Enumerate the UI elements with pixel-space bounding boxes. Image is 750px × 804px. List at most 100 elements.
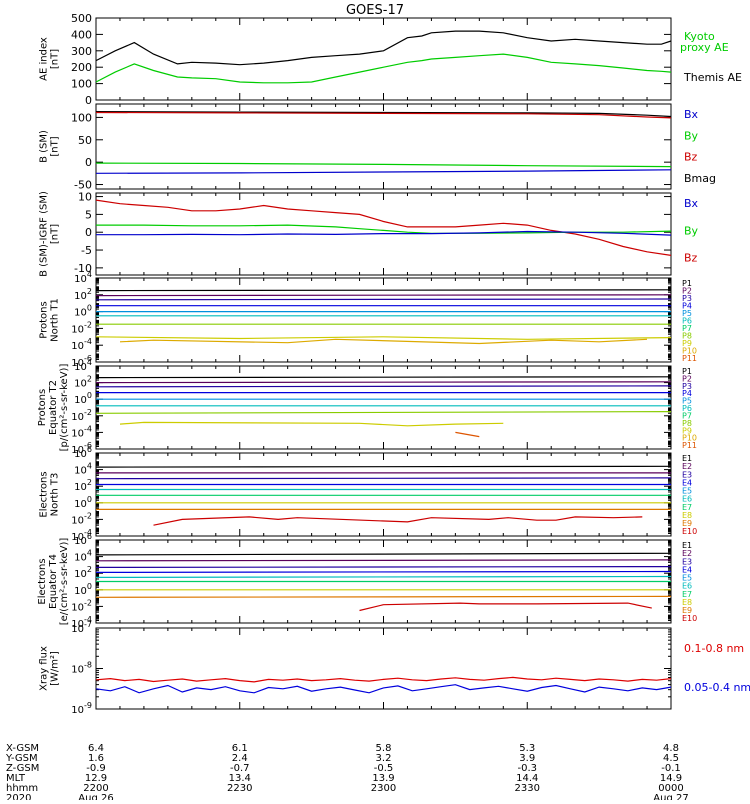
legend-item: Themis AE xyxy=(683,71,742,84)
y-axis-label: North T3 xyxy=(50,473,61,517)
series-line-bx xyxy=(96,232,671,236)
y-tick-label: 400 xyxy=(71,28,92,41)
plot-frame xyxy=(96,366,671,449)
plot-frame xyxy=(96,628,671,709)
y-tick-label: 0 xyxy=(85,226,92,239)
y-axis-label: AE index xyxy=(39,37,50,81)
series-line-p1 xyxy=(96,377,671,378)
y-tick-label: 0 xyxy=(85,94,92,107)
legend-item: Bx xyxy=(684,108,699,121)
x-axis-row-label: 2020 xyxy=(6,793,31,800)
y-axis-label: B (SM)-IGRF (SM) xyxy=(39,191,50,277)
y-tick-label: 104 xyxy=(74,462,92,477)
y-tick-label: 10-8 xyxy=(71,661,92,676)
y-tick-label: 10-2 xyxy=(71,320,92,335)
series-line-p3 xyxy=(96,386,671,387)
y-tick-label: 0 xyxy=(85,156,92,169)
y-tick-label: 102 xyxy=(74,375,92,390)
series-line-p3 xyxy=(96,299,671,300)
y-axis-label: Xray flux xyxy=(39,646,50,691)
legend-item: E10 xyxy=(682,614,697,623)
plot-frame xyxy=(96,104,671,189)
plot-frame xyxy=(96,453,671,536)
legend-item: P11 xyxy=(682,354,697,363)
y-axis-label: Electrons xyxy=(39,471,50,517)
y-tick-label: 102 xyxy=(74,478,92,493)
series-line-p1 xyxy=(96,290,671,291)
y-tick-label: 102 xyxy=(74,287,92,302)
y-tick-label: 200 xyxy=(71,61,92,74)
series-line-p9 xyxy=(455,432,479,436)
legend-item: Bx xyxy=(684,197,699,210)
series-line-0-05-0-4-nm xyxy=(96,685,671,693)
y-axis-label: [nT] xyxy=(50,224,61,244)
legend-item: 0.05-0.4 nm xyxy=(684,681,750,694)
series-line-e3 xyxy=(96,567,671,568)
series-line-p2 xyxy=(96,382,671,383)
series-line-e3 xyxy=(96,478,671,479)
legend-item: proxy AE xyxy=(680,41,729,54)
legend-item: 0.1-0.8 nm xyxy=(684,642,744,655)
series-line-themis-ae xyxy=(96,31,671,65)
y-tick-label: -50 xyxy=(74,179,92,192)
y-tick-label: 10-2 xyxy=(71,598,92,613)
y-axis-label: [W/m²] xyxy=(50,651,61,686)
y-tick-label: 104 xyxy=(74,549,92,564)
y-tick-label: 10 xyxy=(78,191,92,204)
y-tick-label: 100 xyxy=(74,582,92,597)
y-tick-label: 10-2 xyxy=(71,511,92,526)
legend-item: E10 xyxy=(682,527,697,536)
y-tick-label: 100 xyxy=(74,495,92,510)
legend-item: By xyxy=(684,129,699,142)
y-axis-label: [nT] xyxy=(50,49,61,69)
x-axis-value: Aug 27 xyxy=(653,793,688,800)
y-tick-label: 100 xyxy=(71,111,92,124)
y-axis-label: Protons xyxy=(39,301,50,338)
legend-item: Bz xyxy=(684,252,698,265)
y-axis-label: North T1 xyxy=(50,298,61,342)
y-axis-label: [e/(cm²-s-sr-keV)] xyxy=(59,538,70,626)
series-line-e4 xyxy=(96,572,671,573)
legend-item: Bz xyxy=(684,151,698,164)
x-axis-value: 2230 xyxy=(227,783,252,794)
legend-item: Bmag xyxy=(684,172,716,185)
legend-item: P11 xyxy=(682,441,697,450)
x-axis-value: 2300 xyxy=(371,783,396,794)
figure-title: GOES-17 xyxy=(346,3,404,18)
y-tick-label: 50 xyxy=(78,134,92,147)
y-tick-label: 100 xyxy=(71,78,92,91)
legend-item: By xyxy=(684,224,699,237)
y-tick-label: 10-4 xyxy=(71,424,92,439)
y-tick-label: -5 xyxy=(81,244,92,257)
y-axis-label: Equator T2 xyxy=(48,380,59,435)
series-line-e1 xyxy=(96,553,671,555)
y-tick-label: 5 xyxy=(85,208,92,221)
series-line-p8 xyxy=(120,422,503,425)
x-axis-table: X-GSMY-GSMZ-GSMMLThhmm20206.41.6-0.912.9… xyxy=(5,743,689,800)
series-line-e2 xyxy=(96,560,671,561)
y-tick-label: 500 xyxy=(71,12,92,25)
y-tick-label: 10-4 xyxy=(71,337,92,352)
series-line-e5 xyxy=(96,577,671,578)
series-line-bx xyxy=(96,170,671,174)
y-axis-label: Electrons xyxy=(37,558,48,604)
series-line-p8 xyxy=(96,337,671,340)
series-line-p2 xyxy=(96,295,671,296)
series-line-kyoto-proxy-ae xyxy=(96,54,671,83)
y-axis-label: [p/(cm²-s-sr-keV)] xyxy=(59,364,70,452)
series-line-0-1-0-8-nm xyxy=(96,677,671,682)
y-axis-label: B (SM) xyxy=(39,130,50,163)
y-tick-label: 102 xyxy=(74,565,92,580)
y-tick-label: 10-9 xyxy=(71,701,92,716)
y-axis-label: Equator T4 xyxy=(48,554,59,609)
